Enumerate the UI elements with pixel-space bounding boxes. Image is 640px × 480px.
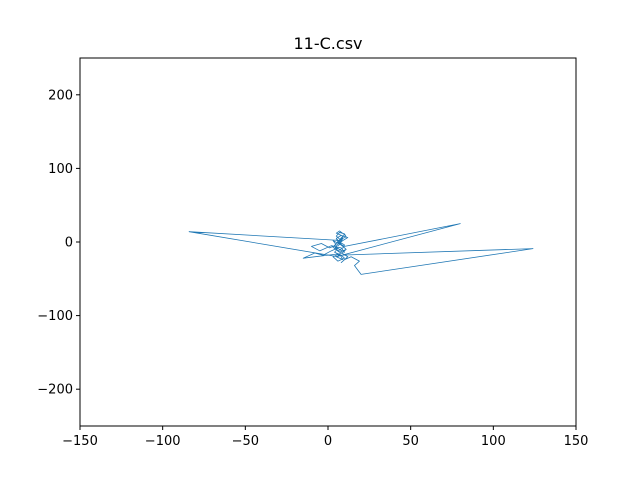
chart-title: 11-C.csv [294, 34, 363, 53]
plot-area [188, 223, 534, 275]
axes-ticks: −150 −100 −50 0 50 100 150 −200 −100 0 100 200 [37, 88, 588, 449]
x-tick-label: −100 [145, 434, 181, 449]
y-tick-label: −200 [37, 383, 73, 398]
x-tick-label: −150 [62, 434, 98, 449]
series-line-0 [188, 223, 534, 275]
axes-frame [79, 57, 577, 427]
y-tick-label: 200 [48, 88, 73, 103]
y-tick-label: 100 [48, 162, 73, 177]
x-tick-label: 100 [481, 434, 506, 449]
x-tick-label: 0 [324, 434, 332, 449]
y-tick-label: 0 [65, 236, 73, 251]
x-tick-label: 50 [402, 434, 419, 449]
y-tick-label: −100 [37, 309, 73, 324]
x-tick-label: −50 [232, 434, 259, 449]
x-tick-label: 150 [564, 434, 589, 449]
